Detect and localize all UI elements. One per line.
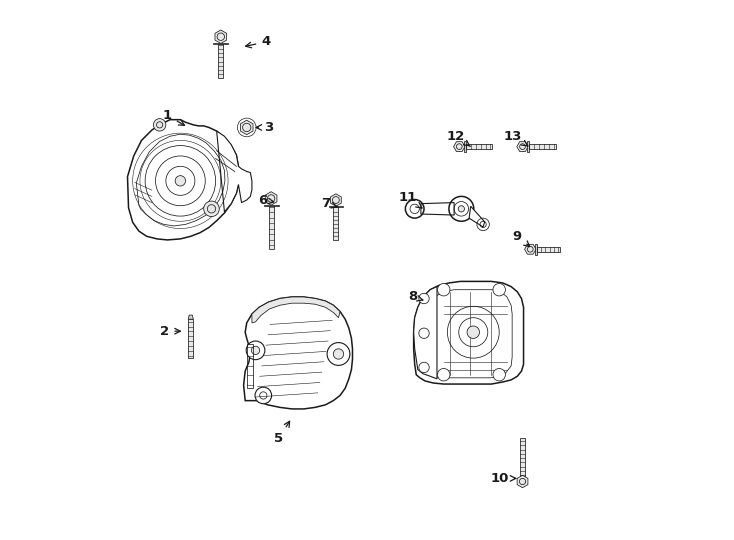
- Circle shape: [175, 176, 186, 186]
- Polygon shape: [537, 247, 560, 252]
- Circle shape: [255, 387, 272, 404]
- Circle shape: [437, 368, 450, 381]
- Polygon shape: [525, 244, 536, 254]
- Circle shape: [458, 206, 465, 212]
- Polygon shape: [252, 297, 340, 323]
- Polygon shape: [469, 206, 484, 227]
- Text: 12: 12: [447, 130, 470, 146]
- Polygon shape: [217, 131, 252, 212]
- Polygon shape: [329, 206, 343, 207]
- Text: 2: 2: [160, 325, 181, 338]
- Polygon shape: [264, 205, 278, 206]
- Text: 9: 9: [513, 230, 530, 247]
- Circle shape: [153, 119, 166, 131]
- Polygon shape: [265, 192, 277, 205]
- Polygon shape: [527, 141, 528, 152]
- Polygon shape: [535, 244, 537, 255]
- Polygon shape: [188, 319, 193, 358]
- Polygon shape: [128, 120, 239, 240]
- Polygon shape: [330, 194, 341, 206]
- Polygon shape: [215, 30, 227, 43]
- Polygon shape: [421, 202, 454, 215]
- Polygon shape: [188, 315, 193, 319]
- Polygon shape: [454, 141, 465, 152]
- Circle shape: [252, 346, 260, 354]
- Polygon shape: [244, 297, 352, 409]
- Circle shape: [333, 349, 344, 359]
- Polygon shape: [465, 144, 493, 149]
- Circle shape: [419, 328, 429, 339]
- Text: 7: 7: [321, 197, 337, 210]
- Circle shape: [493, 368, 506, 381]
- Circle shape: [419, 362, 429, 373]
- Polygon shape: [269, 206, 274, 249]
- Polygon shape: [517, 475, 528, 488]
- Circle shape: [493, 284, 506, 296]
- Text: 3: 3: [256, 121, 273, 134]
- Polygon shape: [333, 207, 338, 240]
- Circle shape: [437, 284, 450, 296]
- Text: 11: 11: [399, 191, 422, 208]
- Polygon shape: [528, 144, 556, 149]
- Polygon shape: [464, 141, 465, 152]
- Text: 8: 8: [408, 291, 423, 303]
- Text: 1: 1: [163, 109, 184, 125]
- Polygon shape: [520, 438, 525, 478]
- Polygon shape: [214, 43, 228, 44]
- Polygon shape: [517, 141, 528, 152]
- Circle shape: [419, 293, 429, 303]
- Circle shape: [467, 326, 479, 339]
- Polygon shape: [218, 44, 223, 78]
- Circle shape: [327, 342, 350, 366]
- Text: 4: 4: [246, 36, 271, 49]
- Polygon shape: [414, 287, 437, 379]
- Circle shape: [246, 341, 265, 360]
- Text: 13: 13: [504, 130, 528, 146]
- Circle shape: [204, 201, 219, 217]
- Text: 5: 5: [275, 421, 290, 445]
- Polygon shape: [241, 120, 253, 134]
- Text: 10: 10: [490, 472, 516, 485]
- Polygon shape: [414, 281, 523, 384]
- Text: 6: 6: [258, 193, 274, 206]
